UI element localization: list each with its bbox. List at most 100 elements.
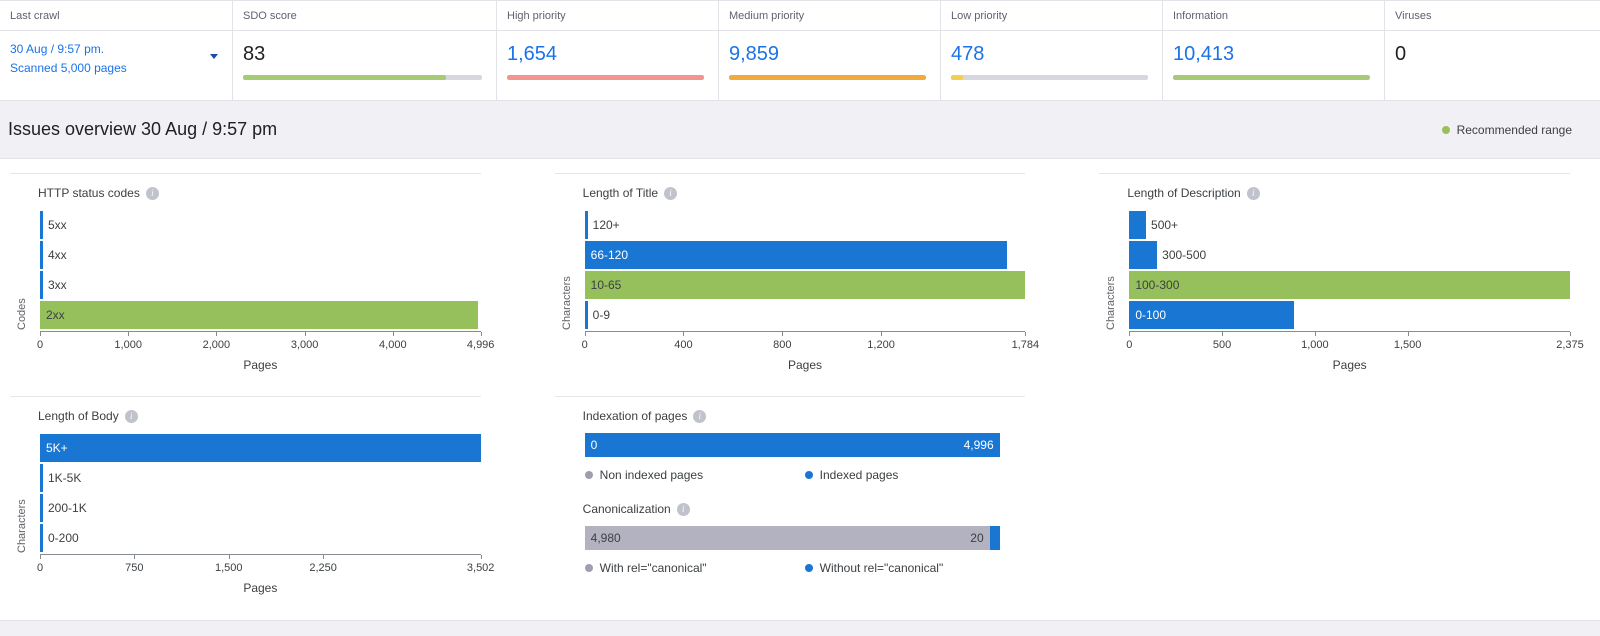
- x-axis: 0 1,000 2,000 3,000 4,000 4,996: [36, 331, 494, 357]
- info-icon[interactable]: [676, 502, 690, 516]
- stacked-bar: 0 4,996: [584, 433, 1000, 457]
- x-tick-label: 1,500: [1393, 339, 1422, 351]
- x-tick-label: 2,250: [309, 562, 337, 574]
- x-axis: 0 750 1,500 2,250 3,502: [36, 554, 494, 580]
- bar-row: 300-500: [1129, 240, 1570, 270]
- bar-row: 66-120: [584, 240, 1026, 270]
- y-axis-label: Characters: [1105, 276, 1118, 330]
- bar-5xx: [40, 211, 43, 239]
- bar-500+: [1129, 211, 1147, 239]
- column-header-sdo-score: SDO score: [233, 1, 496, 31]
- medium-priority-meter: [729, 75, 926, 80]
- bar-value-right: 20: [970, 531, 984, 545]
- x-tick-mark: [228, 555, 230, 559]
- bar-category-label: 0-9: [592, 308, 610, 322]
- legend-dot: [804, 471, 813, 479]
- chart-legend: With rel="canonical" Without rel="canonic…: [584, 561, 1026, 575]
- bar-row: 10-65: [584, 270, 1026, 300]
- bar-category-label: 5K+: [46, 441, 68, 455]
- x-tick-label: 800: [773, 339, 792, 351]
- x-tick-mark: [584, 332, 586, 336]
- bar-category-label: 0-200: [48, 531, 79, 545]
- chart-length-of-description: Length of Description Characters 500+ 300-…: [1099, 173, 1584, 372]
- legend-label: With rel="canonical": [599, 561, 707, 575]
- x-tick-label: 500: [1212, 339, 1232, 351]
- info-icon[interactable]: [693, 409, 707, 423]
- crawl-selector[interactable]: 30 Aug / 9:57 pm. Scanned 5,000 pages: [0, 31, 232, 100]
- bar-10-65: [584, 271, 1026, 299]
- x-axis-label: Pages: [787, 358, 822, 372]
- bar-0-200: [40, 524, 43, 552]
- bar-row: 0-9: [584, 300, 1026, 330]
- chart-plot: Characters 500+ 300-500 100-300 0-100 0 500 1,0…: [1099, 210, 1584, 372]
- x-tick-mark: [1025, 332, 1027, 336]
- bar-category-label: 5xx: [48, 218, 67, 232]
- bottom-band: [0, 620, 1600, 636]
- bar-category-label: 1K-5K: [48, 471, 82, 485]
- segment-without-rel-canonical-: [989, 526, 1000, 550]
- last-crawl-cell: Last crawl 30 Aug / 9:57 pm. Scanned 5,0…: [0, 1, 233, 100]
- x-tick-label: 0: [36, 339, 44, 351]
- x-tick-label: 750: [125, 562, 144, 574]
- viruses-value: 0: [1395, 43, 1407, 65]
- bar-row: 0-100: [1129, 300, 1570, 330]
- bar-row: 5K+: [40, 433, 481, 463]
- x-tick-label: 1,500: [214, 562, 243, 574]
- information-value[interactable]: 10,413: [1173, 43, 1235, 65]
- empty-grid-cell: [1099, 396, 1570, 595]
- x-tick-label: 0: [36, 562, 44, 574]
- bar-1K-5K: [40, 464, 43, 492]
- bar-4xx: [40, 241, 43, 269]
- info-icon[interactable]: [1246, 186, 1260, 200]
- bar-row: 4xx: [40, 240, 481, 270]
- bar-category-label: 500+: [1151, 218, 1179, 232]
- sdo-score-value: 83: [243, 43, 266, 65]
- legend-item: Non indexed pages: [584, 468, 805, 482]
- bar-category-label: 120+: [592, 218, 620, 232]
- bar-row: 100-300: [1129, 270, 1570, 300]
- bar-2xx: [40, 301, 479, 329]
- bar-category-label: 66-120: [590, 248, 629, 262]
- info-icon[interactable]: [664, 186, 678, 200]
- metric-low-priority: Low priority 478: [941, 1, 1163, 100]
- column-header-medium-priority: Medium priority: [719, 1, 940, 31]
- bar-300-500: [1129, 241, 1158, 269]
- low-priority-value[interactable]: 478: [951, 43, 985, 65]
- bar-value-left: 4,980: [590, 531, 621, 545]
- legend-item: Indexed pages: [804, 468, 898, 482]
- x-tick-mark: [683, 332, 685, 336]
- x-tick-label: 2,375: [1556, 339, 1584, 351]
- bar-0-100: [1129, 301, 1295, 329]
- legend-item: Without rel="canonical": [804, 561, 944, 575]
- crawl-info: 30 Aug / 9:57 pm. Scanned 5,000 pages: [10, 40, 127, 78]
- bar-rows: 5K+ 1K-5K 200-1K 0-200: [40, 433, 481, 553]
- x-tick-label: 1,000: [114, 339, 142, 351]
- info-icon[interactable]: [124, 409, 138, 423]
- metric-high-priority: High priority 1,654: [497, 1, 719, 100]
- x-tick-label: 3,502: [466, 562, 495, 574]
- bar-5K+: [40, 434, 481, 462]
- recommended-range-label: Recommended range: [1456, 122, 1572, 137]
- x-tick-mark: [40, 555, 41, 559]
- bar-rows: 5xx 4xx 3xx 2xx: [40, 210, 481, 330]
- chart-title: Indexation of pages: [582, 409, 688, 423]
- bar-row: 3xx: [40, 270, 481, 300]
- chart-indexation-and-canonicalization: Indexation of pages 0 4,996 Non indexed pa…: [554, 396, 1026, 595]
- bar-row: 5xx: [40, 210, 481, 240]
- crawl-scanned-pages: Scanned 5,000 pages: [10, 61, 127, 75]
- y-axis-label: Characters: [560, 276, 573, 330]
- medium-priority-value[interactable]: 9,859: [729, 43, 780, 65]
- chart-title: HTTP status codes: [38, 186, 140, 200]
- bar-120+: [584, 211, 588, 239]
- column-header-low-priority: Low priority: [941, 1, 1162, 31]
- legend-dot: [804, 564, 813, 572]
- info-icon[interactable]: [145, 186, 159, 200]
- x-tick-mark: [480, 332, 482, 336]
- legend-label: Without rel="canonical": [819, 561, 944, 575]
- high-priority-value[interactable]: 1,654: [507, 43, 558, 65]
- bar-row: 1K-5K: [40, 463, 481, 493]
- bar-category-label: 2xx: [46, 308, 65, 322]
- chart-length-of-title: Length of Title Characters 120+ 66-120 10-6…: [554, 173, 1039, 372]
- chart-http-status-codes: HTTP status codes Codes 5xx 4xx 3xx 2xx 0 1,00…: [10, 173, 494, 372]
- y-axis-label: Characters: [16, 499, 28, 553]
